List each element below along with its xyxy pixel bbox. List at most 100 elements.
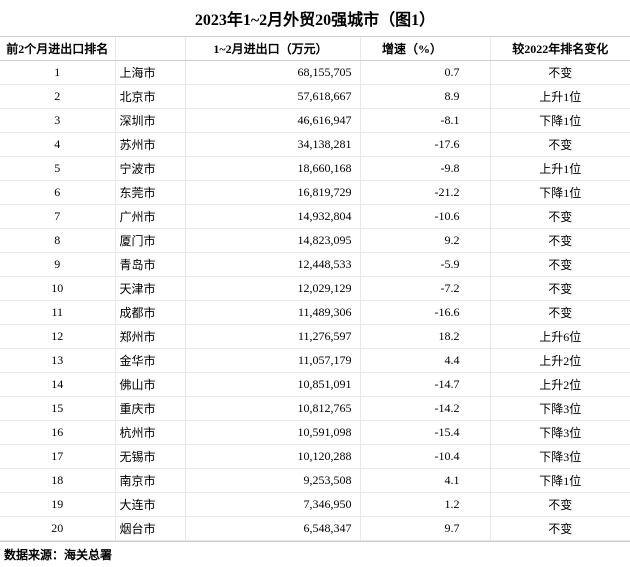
- cell-growth: -14.2: [360, 397, 490, 421]
- table-row: 17无锡市10,120,288-10.4下降3位: [0, 445, 630, 469]
- cell-growth: -8.1: [360, 109, 490, 133]
- cell-rank: 14: [0, 373, 115, 397]
- cell-rank: 2: [0, 85, 115, 109]
- cell-rank: 20: [0, 517, 115, 541]
- cell-rank: 18: [0, 469, 115, 493]
- cell-rank: 1: [0, 61, 115, 85]
- cell-city: 厦门市: [115, 229, 185, 253]
- cell-change: 不变: [490, 253, 630, 277]
- cell-value: 9,253,508: [185, 469, 360, 493]
- cell-change: 上升2位: [490, 349, 630, 373]
- table-title: 2023年1~2月外贸20强城市（图1）: [0, 0, 630, 37]
- table-row: 9青岛市12,448,533-5.9不变: [0, 253, 630, 277]
- table-row: 16杭州市10,591,098-15.4下降3位: [0, 421, 630, 445]
- cell-city: 重庆市: [115, 397, 185, 421]
- cell-rank: 12: [0, 325, 115, 349]
- cell-rank: 6: [0, 181, 115, 205]
- cell-city: 杭州市: [115, 421, 185, 445]
- cell-value: 11,276,597: [185, 325, 360, 349]
- cell-rank: 7: [0, 205, 115, 229]
- cell-change: 不变: [490, 133, 630, 157]
- table-row: 18南京市9,253,5084.1下降1位: [0, 469, 630, 493]
- table-row: 15重庆市10,812,765-14.2下降3位: [0, 397, 630, 421]
- table-row: 5宁波市18,660,168-9.8上升1位: [0, 157, 630, 181]
- cell-growth: 1.2: [360, 493, 490, 517]
- cell-value: 11,057,179: [185, 349, 360, 373]
- cell-rank: 5: [0, 157, 115, 181]
- cell-value: 10,812,765: [185, 397, 360, 421]
- cell-city: 无锡市: [115, 445, 185, 469]
- cell-growth: 4.4: [360, 349, 490, 373]
- cell-rank: 13: [0, 349, 115, 373]
- cell-city: 广州市: [115, 205, 185, 229]
- cell-change: 下降3位: [490, 397, 630, 421]
- cell-value: 18,660,168: [185, 157, 360, 181]
- table-row: 2北京市57,618,6678.9上升1位: [0, 85, 630, 109]
- cell-value: 12,448,533: [185, 253, 360, 277]
- cell-city: 深圳市: [115, 109, 185, 133]
- cell-value: 12,029,129: [185, 277, 360, 301]
- cell-change: 下降1位: [490, 469, 630, 493]
- header-rank: 前2个月进出口排名: [0, 37, 115, 61]
- cell-rank: 11: [0, 301, 115, 325]
- cell-growth: 9.2: [360, 229, 490, 253]
- table-row: 12郑州市11,276,59718.2上升6位: [0, 325, 630, 349]
- header-change: 较2022年排名变化: [490, 37, 630, 61]
- cell-value: 10,591,098: [185, 421, 360, 445]
- cell-value: 16,819,729: [185, 181, 360, 205]
- header-growth: 增速（%）: [360, 37, 490, 61]
- cell-growth: -9.8: [360, 157, 490, 181]
- cell-change: 下降3位: [490, 445, 630, 469]
- cell-city: 郑州市: [115, 325, 185, 349]
- cell-rank: 4: [0, 133, 115, 157]
- cell-city: 苏州市: [115, 133, 185, 157]
- cell-value: 11,489,306: [185, 301, 360, 325]
- cell-value: 14,823,095: [185, 229, 360, 253]
- table-row: 20烟台市6,548,3479.7不变: [0, 517, 630, 541]
- cell-value: 57,618,667: [185, 85, 360, 109]
- header-value: 1~2月进出口（万元）: [185, 37, 360, 61]
- cell-change: 不变: [490, 61, 630, 85]
- cell-city: 东莞市: [115, 181, 185, 205]
- cell-city: 大连市: [115, 493, 185, 517]
- cell-city: 烟台市: [115, 517, 185, 541]
- cell-value: 34,138,281: [185, 133, 360, 157]
- table-row: 4苏州市34,138,281-17.6不变: [0, 133, 630, 157]
- cell-rank: 16: [0, 421, 115, 445]
- cell-growth: -16.6: [360, 301, 490, 325]
- cell-change: 上升2位: [490, 373, 630, 397]
- data-table: 前2个月进出口排名 1~2月进出口（万元） 增速（%） 较2022年排名变化 1…: [0, 37, 630, 541]
- table-row: 1上海市68,155,7050.7不变: [0, 61, 630, 85]
- cell-change: 不变: [490, 517, 630, 541]
- data-source: 数据来源：海关总署: [0, 541, 630, 567]
- cell-growth: -17.6: [360, 133, 490, 157]
- cell-growth: 0.7: [360, 61, 490, 85]
- cell-city: 青岛市: [115, 253, 185, 277]
- cell-value: 10,851,091: [185, 373, 360, 397]
- cell-change: 上升1位: [490, 157, 630, 181]
- table-row: 3深圳市46,616,947-8.1下降1位: [0, 109, 630, 133]
- table-row: 10天津市12,029,129-7.2不变: [0, 277, 630, 301]
- table-row: 6东莞市16,819,729-21.2下降1位: [0, 181, 630, 205]
- cell-change: 不变: [490, 277, 630, 301]
- table-row: 13金华市11,057,1794.4上升2位: [0, 349, 630, 373]
- cell-city: 成都市: [115, 301, 185, 325]
- cell-growth: 4.1: [360, 469, 490, 493]
- cell-city: 上海市: [115, 61, 185, 85]
- cell-growth: -10.6: [360, 205, 490, 229]
- cell-change: 下降1位: [490, 109, 630, 133]
- cell-growth: -15.4: [360, 421, 490, 445]
- table-row: 7广州市14,932,804-10.6不变: [0, 205, 630, 229]
- cell-change: 上升1位: [490, 85, 630, 109]
- cell-growth: -10.4: [360, 445, 490, 469]
- cell-value: 14,932,804: [185, 205, 360, 229]
- table-row: 14佛山市10,851,091-14.7上升2位: [0, 373, 630, 397]
- cell-rank: 10: [0, 277, 115, 301]
- header-city: [115, 37, 185, 61]
- cell-city: 宁波市: [115, 157, 185, 181]
- table-row: 19大连市7,346,9501.2不变: [0, 493, 630, 517]
- cell-growth: 18.2: [360, 325, 490, 349]
- header-row: 前2个月进出口排名 1~2月进出口（万元） 增速（%） 较2022年排名变化: [0, 37, 630, 61]
- cell-change: 上升6位: [490, 325, 630, 349]
- cell-rank: 17: [0, 445, 115, 469]
